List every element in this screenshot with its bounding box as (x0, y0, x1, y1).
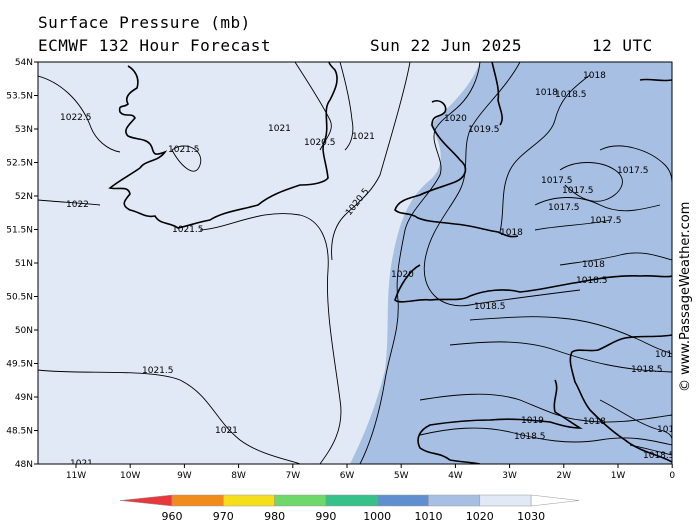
lon-label: 9W (177, 471, 192, 481)
isobar-label: 1020 (444, 114, 467, 124)
lat-label: 50.5N (6, 293, 33, 303)
credit-watermark: © www.PassageWeather.com (678, 202, 693, 392)
lat-label: 48N (15, 460, 33, 470)
colorbar-swatch (171, 494, 224, 507)
colorbar-swatch (479, 494, 532, 507)
colorbar-label: 980 (264, 510, 285, 523)
lat-label: 50N (15, 326, 33, 336)
colorbar-label: 1020 (466, 510, 494, 523)
lat-label: 53.5N (6, 92, 33, 102)
colorbar-swatch (325, 494, 378, 507)
coast-ireland (108, 62, 338, 229)
isobar-label: 1018 (583, 417, 606, 427)
isobar-label: 1017.5 (541, 176, 573, 186)
forecast-time: 12 UTC (592, 36, 653, 55)
isobar-label: 1020.5 (304, 138, 336, 148)
lat-label: 52N (15, 192, 33, 202)
isobar-label: 1018.5 (631, 365, 663, 375)
lat-label: 48.5N (6, 427, 33, 437)
isobar-label: 1020 (391, 270, 414, 280)
coast-wales (394, 100, 519, 238)
lat-label: 49.5N (6, 360, 33, 370)
lon-label: 0 (669, 471, 675, 481)
coast-england-east (491, 62, 503, 126)
isobar-label: 1017.5 (548, 203, 580, 213)
colorbar-label: 1000 (363, 510, 391, 523)
credit-text: © www.PassageWeather.com (678, 202, 693, 392)
pressure-colorbar: 960 970 980 990 1000 1010 1020 1030 (119, 494, 580, 523)
isobar-label: 1021 (70, 459, 93, 469)
coast-cotentin (417, 379, 583, 464)
lat-label: 51.5N (6, 226, 33, 236)
coast-thames (639, 78, 672, 82)
isobar-label: 1017.5 (562, 186, 594, 196)
lon-label: 11W (66, 471, 86, 481)
lon-label: 2W (556, 471, 571, 481)
lon-label: 6W (340, 471, 355, 481)
colorbar-swatch (274, 494, 327, 507)
colorbar-label: 970 (213, 510, 234, 523)
model-forecast-label: ECMWF 132 Hour Forecast (38, 36, 272, 55)
isobar-label: 1018 (500, 228, 523, 238)
longitude-axis: 11W 10W 9W 8W 7W 6W 5W 4W 3W 2W 1W 0 (66, 464, 675, 481)
colorbar-label: 1010 (415, 510, 443, 523)
lon-label: 1W (611, 471, 626, 481)
isobar-label: 1021 (215, 426, 238, 436)
map-title: Surface Pressure (mb) (38, 13, 251, 32)
lat-label: 49N (15, 393, 33, 403)
isobar-label: 1018 (657, 425, 680, 435)
isobar-label: 1021 (268, 124, 291, 134)
isobar-label: 1021 (352, 132, 375, 142)
colorbar-arrow-low (119, 494, 173, 507)
isobar-label: 1018 (583, 71, 606, 81)
coast-england-south (394, 264, 672, 303)
isobar-label: 1017.5 (590, 216, 622, 226)
isobar-label: 1018 (535, 88, 558, 98)
isobar-label: 1018.5 (474, 302, 506, 312)
lon-label: 4W (448, 471, 463, 481)
isobar-label: 1019 (521, 416, 544, 426)
lat-label: 53N (15, 125, 33, 135)
lon-label: 5W (394, 471, 409, 481)
isobar-label: 1022 (66, 200, 89, 210)
map-plot-area: 1022.5 1021.5 1022 1021.5 1021 1020.5 10… (38, 62, 680, 469)
colorbar-swatch (376, 494, 429, 507)
isobar-label: 1018.5 (576, 276, 608, 286)
lon-label: 10W (120, 471, 140, 481)
lat-label: 52.5N (6, 159, 33, 169)
coastlines (108, 62, 672, 464)
colorbar-swatch (223, 494, 275, 507)
isobar-label: 1021.5 (172, 225, 204, 235)
colorbar-arrow-high (530, 494, 580, 507)
lat-label: 51N (15, 259, 33, 269)
colorbar-label: 1030 (517, 510, 545, 523)
forecast-date: Sun 22 Jun 2025 (370, 36, 522, 55)
lon-label: 3W (502, 471, 517, 481)
latitude-axis: 54N 53.5N 53N 52.5N 52N 51.5N 51N 50.5N 50N 49.5N… (6, 58, 38, 470)
isobar-label: 1021.5 (168, 145, 200, 155)
colorbar-label: 960 (162, 510, 183, 523)
isobar-label: 1018.5 (555, 90, 587, 100)
isobar-label: 1018.5 (514, 432, 546, 442)
coast-france (569, 334, 672, 463)
isobar-label: 1018.5 (643, 451, 675, 461)
isobar-label: 1018 (582, 260, 605, 270)
colorbar-swatch (428, 494, 481, 507)
isobar-label: 1021.5 (142, 366, 174, 376)
isobar-label: 1019.5 (468, 125, 500, 135)
isobar-label: 1022.5 (60, 113, 92, 123)
lon-label: 7W (285, 471, 300, 481)
isobars (38, 62, 672, 464)
isobar-label: 1017.5 (617, 166, 649, 176)
lat-label: 54N (15, 58, 33, 68)
colorbar-label: 990 (315, 510, 336, 523)
isobar-label: 1018 (655, 350, 678, 360)
lon-label: 8W (231, 471, 246, 481)
